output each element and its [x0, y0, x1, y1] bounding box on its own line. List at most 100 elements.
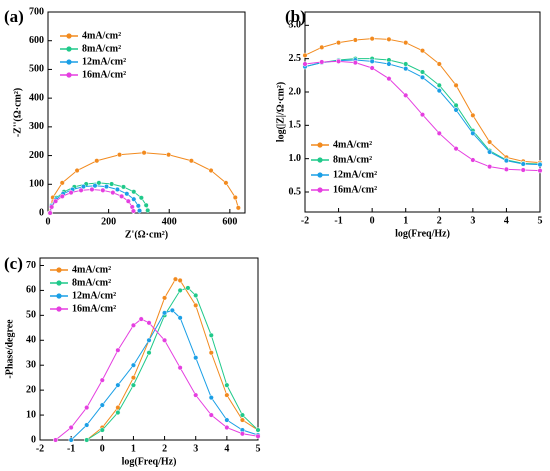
data-point: [99, 402, 105, 408]
data-point: [470, 157, 476, 163]
data-point: [403, 66, 409, 72]
data-point: [208, 350, 214, 356]
data-point: [239, 431, 245, 437]
x-tick-label: 1: [403, 215, 408, 226]
legend-label: 8mA/cm²: [82, 43, 121, 54]
y-axis-label: log(|Z|/Ω·cm²): [275, 82, 286, 142]
data-point: [166, 152, 172, 158]
data-point: [49, 204, 55, 210]
data-point: [119, 193, 125, 199]
data-point: [145, 207, 151, 213]
y-axis-label: -Z''(Ω·cm²): [12, 88, 23, 137]
x-tick-label: 4: [504, 215, 509, 226]
data-point: [487, 164, 493, 170]
data-point: [68, 190, 74, 196]
x-axis-label: Z'(Ω·cm²): [125, 229, 168, 240]
data-point: [193, 392, 199, 398]
data-point: [208, 395, 214, 401]
legend-label: 16mA/cm²: [82, 69, 126, 80]
data-point: [185, 285, 191, 291]
y-tick-label: 40: [26, 335, 36, 346]
data-point: [115, 410, 121, 416]
data-point: [130, 322, 136, 328]
y-tick-label: 600: [29, 35, 44, 46]
data-point: [369, 65, 375, 71]
data-point: [99, 427, 105, 433]
data-point: [319, 44, 325, 50]
data-point: [136, 208, 143, 214]
y-tick-label: 60: [26, 285, 36, 296]
data-point: [255, 433, 261, 439]
data-point: [336, 58, 342, 64]
y-tick-label: 400: [29, 92, 44, 103]
data-point: [53, 437, 59, 443]
data-point: [239, 417, 245, 423]
legend-swatch: [317, 187, 323, 193]
x-tick-label: 0: [46, 216, 51, 227]
data-point: [223, 180, 229, 186]
x-tick-label: 200: [101, 216, 116, 227]
data-point: [386, 76, 392, 82]
legend-label: 12mA/cm²: [333, 169, 377, 180]
data-point: [436, 130, 442, 136]
data-point: [96, 180, 102, 186]
data-point: [109, 181, 115, 187]
legend-swatch: [317, 172, 323, 178]
legend-swatch: [56, 293, 62, 299]
data-point: [146, 337, 152, 343]
data-point: [470, 130, 476, 136]
legend-label: 16mA/cm²: [333, 184, 377, 195]
x-axis-label: log(Freq/Hz): [395, 228, 450, 239]
y-axis-label: -Phase/degree: [4, 319, 15, 379]
data-point: [162, 295, 168, 301]
data-point: [120, 184, 127, 190]
data-point: [369, 36, 375, 42]
data-point: [520, 161, 526, 167]
data-point: [89, 186, 95, 193]
data-point: [131, 196, 137, 202]
y-tick-label: 50: [26, 310, 36, 321]
data-point: [92, 183, 98, 189]
x-axis-label: log(Freq/Hz): [122, 456, 177, 467]
y-tick-label: 1.5: [289, 120, 302, 131]
data-point: [352, 60, 358, 66]
x-tick-label: 5: [256, 443, 261, 454]
data-point: [232, 194, 238, 201]
data-point: [115, 347, 121, 353]
y-tick-label: 10: [26, 409, 36, 420]
data-point: [177, 277, 183, 283]
x-tick-label: -1: [67, 443, 75, 454]
legend-swatch: [56, 267, 62, 273]
data-point: [130, 362, 136, 368]
y-tick-label: 2.0: [289, 86, 302, 97]
legend-swatch: [56, 306, 62, 312]
x-tick-label: 4: [224, 443, 229, 454]
legend-label: 4mA/cm²: [333, 139, 372, 150]
data-point: [193, 292, 199, 298]
data-point: [47, 210, 53, 216]
y-tick-label: 30: [26, 360, 36, 371]
legend-swatch: [66, 46, 72, 52]
x-tick-label: 2: [162, 443, 167, 454]
y-tick-label: 70: [26, 260, 36, 271]
y-tick-label: 3.0: [289, 20, 302, 31]
y-tick-label: 100: [29, 179, 44, 190]
panel-label: (c): [4, 254, 23, 273]
data-point: [146, 350, 152, 356]
legend-label: 4mA/cm²: [72, 264, 111, 275]
data-point: [193, 355, 199, 361]
x-tick-label: 2: [437, 215, 442, 226]
legend-swatch: [66, 59, 72, 65]
data-point: [302, 61, 308, 67]
data-point: [453, 107, 459, 113]
data-point: [255, 427, 261, 433]
data-point: [84, 422, 90, 428]
data-point: [453, 146, 459, 152]
data-point: [135, 203, 141, 209]
data-point: [53, 198, 59, 204]
data-point: [177, 287, 183, 293]
y-tick-label: 20: [26, 384, 36, 395]
data-point: [177, 365, 183, 371]
y-tick-label: 300: [29, 121, 44, 132]
